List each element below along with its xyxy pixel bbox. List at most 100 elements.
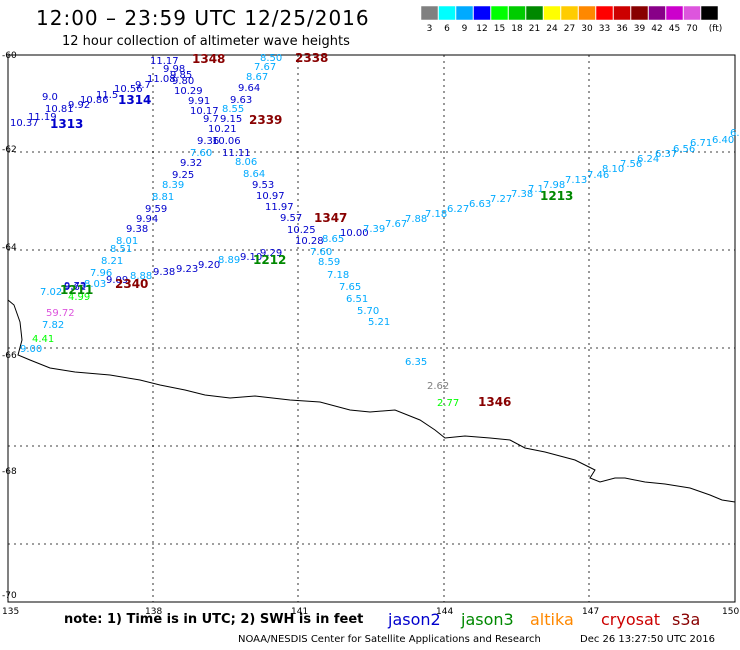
- swh-value: 9.0: [42, 92, 58, 103]
- legend-label: 70: [686, 24, 698, 34]
- swh-value: 8.59: [318, 257, 340, 268]
- swh-value: 5.21: [368, 317, 390, 328]
- swh-value: 11.17: [150, 56, 179, 67]
- swh-value: 10.17: [190, 106, 219, 117]
- pass-label: 1313: [50, 117, 83, 131]
- swh-value: 8.88: [130, 271, 152, 282]
- swh-value: 8.81: [152, 192, 174, 203]
- swh-value: 9.7: [203, 114, 219, 125]
- swh-value: 2.77: [437, 398, 459, 409]
- pass-label: 1348: [192, 52, 225, 66]
- satellite-name: jason2: [388, 610, 441, 629]
- swh-value: 8.10: [602, 164, 624, 175]
- lat-label: -64: [2, 243, 17, 253]
- legend-swatch: [613, 5, 631, 21]
- swh-value: 7.13: [565, 175, 587, 186]
- legend-label: 18: [511, 24, 523, 34]
- legend-swatch: [683, 5, 701, 21]
- lon-label: 138: [145, 607, 162, 617]
- swh-value: 7.02: [40, 287, 62, 298]
- credit-text: NOAA/NESDIS Center for Satellite Applica…: [238, 634, 541, 645]
- swh-value: 6.40: [712, 135, 734, 146]
- map-title: 12:00 – 23:59 UTC 12/25/2016: [36, 6, 370, 30]
- pass-label: 1347: [314, 211, 347, 225]
- pass-label: 2340: [115, 277, 148, 291]
- swh-value: 8.67: [246, 72, 268, 83]
- swh-value: 4.41: [32, 334, 54, 345]
- legend-label: 24: [546, 24, 558, 34]
- satellite-name: s3a: [672, 610, 701, 629]
- swh-value: 9.94: [136, 214, 158, 225]
- swh-value: 10.81: [45, 104, 74, 115]
- legend-label: 33: [599, 24, 610, 34]
- swh-value: 11.5: [96, 90, 118, 101]
- swh-value: 6.56: [673, 144, 695, 155]
- swh-value: 9.36: [197, 136, 219, 147]
- swh-value: 7.67: [254, 62, 276, 73]
- swh-value: 8.50: [260, 53, 282, 64]
- swh-value: 7.65: [339, 282, 361, 293]
- swh-value: 9.10: [240, 252, 262, 263]
- legend-swatch: [508, 5, 526, 21]
- legend-swatch: [560, 5, 579, 21]
- swh-value: 11.97: [265, 202, 294, 213]
- swh-value: 9.85: [170, 70, 192, 81]
- legend-swatch: [648, 5, 666, 21]
- legend-label: 6: [444, 24, 450, 34]
- swh-value: 6.4: [730, 128, 740, 139]
- swh-value: 9.53: [252, 180, 274, 191]
- satellite-name: jason3: [461, 610, 514, 629]
- legend-label: 39: [634, 24, 646, 34]
- legend-label: 21: [529, 24, 540, 34]
- swh-value: 8.65: [322, 234, 344, 245]
- swh-value: 7.98: [543, 180, 565, 191]
- swh-value: 9.38: [153, 267, 175, 278]
- swh-value: 11.11: [222, 148, 251, 159]
- swh-value: 8.89: [218, 255, 240, 266]
- legend-label: 3: [427, 24, 433, 34]
- pass-label: 1314: [118, 93, 151, 107]
- legend-swatch: [438, 5, 456, 21]
- swh-value: 8.01: [116, 236, 138, 247]
- legend-swatch: [665, 5, 684, 21]
- swh-value: 9.80: [172, 76, 194, 87]
- swh-value: 6.51: [346, 294, 368, 305]
- legend-swatch: [473, 5, 491, 21]
- swh-value: 7.39: [363, 224, 385, 235]
- lat-label: -66: [2, 351, 17, 361]
- pass-label: 2339: [249, 113, 282, 127]
- legend-label: 15: [494, 24, 505, 34]
- axis-labels: -60 -62 -64 -66 -68 -70 135 138 141 144 147 150: [2, 51, 739, 617]
- swh-value: 10.37: [10, 118, 39, 129]
- coastline: [7, 299, 736, 503]
- swh-value: 9.57: [280, 213, 302, 224]
- swh-value: 59.72: [46, 308, 75, 319]
- swh-value: 7.56: [620, 159, 642, 170]
- swh-value: 7.18: [425, 209, 447, 220]
- swh-value: 11.19: [28, 112, 57, 123]
- legend-swatch: [543, 5, 561, 21]
- swh-value: 2.62: [427, 381, 449, 392]
- swh-value: 9.15: [220, 114, 242, 125]
- legend-label: 30: [581, 24, 593, 34]
- swh-value: 10.56: [114, 84, 143, 95]
- swh-value: 8.51: [110, 244, 132, 255]
- swh-value: 8.39: [162, 180, 184, 191]
- swh-value: 6.35: [405, 357, 427, 368]
- swh-value: 10.29: [174, 86, 203, 97]
- swh-value: 7.38: [511, 189, 533, 200]
- legend-swatch: [525, 5, 544, 21]
- legend-swatch: [490, 5, 509, 21]
- footnote: note: 1) Time is in UTC; 2) SWH is in fe…: [64, 612, 364, 627]
- pass-label: 1213: [540, 189, 573, 203]
- swh-value: 9.64: [238, 83, 260, 94]
- swh-value: 9.7: [135, 80, 151, 91]
- swh-value: 6.63: [469, 199, 491, 210]
- swh-value: 8.21: [101, 256, 123, 267]
- swh-value: 7.18: [327, 270, 349, 281]
- lat-label: -60: [2, 51, 17, 61]
- swh-value: 8.55: [222, 104, 244, 115]
- lon-label: 147: [582, 607, 599, 617]
- legend-label: 36: [616, 24, 628, 34]
